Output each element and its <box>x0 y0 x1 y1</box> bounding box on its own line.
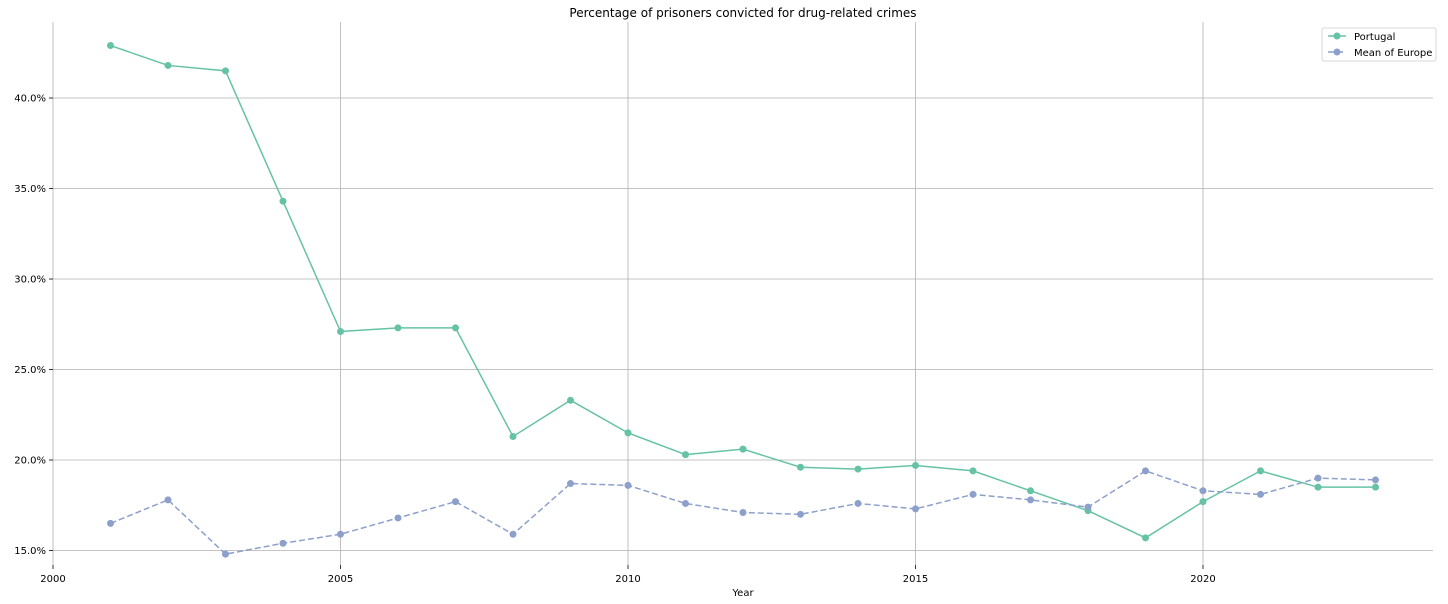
data-point-portugal <box>337 328 344 336</box>
data-point-mean-of-europe <box>164 496 172 504</box>
legend-label-portugal: Portugal <box>1354 32 1395 43</box>
data-point-portugal <box>394 324 402 332</box>
data-point-mean-of-europe <box>1084 503 1092 511</box>
data-point-portugal <box>682 451 689 459</box>
grid <box>52 22 1433 565</box>
legend: Portugal Mean of Europe <box>1321 27 1437 62</box>
legend-label-mean-of-europe: Mean of Europe <box>1354 48 1432 59</box>
series-mean-of-europe <box>107 467 1379 558</box>
data-point-mean-of-europe <box>107 519 114 527</box>
data-point-mean-of-europe <box>452 498 459 506</box>
legend-marker-mean-of-europe <box>1333 48 1341 56</box>
series-portugal <box>107 42 1379 542</box>
data-point-portugal <box>279 197 287 205</box>
data-point-portugal <box>107 42 114 50</box>
series-layer <box>107 42 1379 558</box>
data-point-mean-of-europe <box>337 530 344 538</box>
y-tick-label: 30.0% <box>14 275 46 286</box>
data-point-mean-of-europe <box>739 509 747 517</box>
data-point-portugal <box>1257 467 1264 475</box>
data-point-portugal <box>1372 483 1379 491</box>
x-tick-label: 2005 <box>328 574 353 585</box>
data-point-portugal <box>624 429 632 437</box>
x-tick-label: 2015 <box>903 574 928 585</box>
data-point-portugal <box>509 432 517 440</box>
x-axis-title: Year <box>731 588 754 599</box>
y-tick-label: 15.0% <box>14 546 46 557</box>
y-tick-label: 35.0% <box>14 184 46 195</box>
data-point-mean-of-europe <box>509 530 517 538</box>
data-point-mean-of-europe <box>279 539 287 547</box>
data-point-portugal <box>969 467 977 475</box>
data-point-portugal <box>1142 534 1149 542</box>
data-point-mean-of-europe <box>222 550 229 558</box>
data-point-mean-of-europe <box>1314 474 1322 482</box>
data-point-portugal <box>1027 487 1034 495</box>
data-point-mean-of-europe <box>624 481 632 489</box>
data-point-mean-of-europe <box>682 499 689 507</box>
data-point-portugal <box>222 67 229 75</box>
data-point-portugal <box>739 445 747 453</box>
x-tick-label: 2000 <box>40 574 65 585</box>
data-point-mean-of-europe <box>394 514 402 522</box>
chart-title: Percentage of prisoners convicted for dr… <box>569 6 916 20</box>
x-tick-label: 2020 <box>1190 574 1215 585</box>
data-point-mean-of-europe <box>912 505 919 513</box>
data-point-mean-of-europe <box>1372 476 1379 484</box>
y-tick-label: 25.0% <box>14 365 46 376</box>
data-point-mean-of-europe <box>1199 487 1207 495</box>
legend-marker-portugal <box>1333 32 1341 40</box>
data-point-portugal <box>854 465 862 473</box>
data-point-portugal <box>1314 483 1322 491</box>
data-point-portugal <box>1199 498 1207 506</box>
y-tick-label: 20.0% <box>14 456 46 467</box>
data-point-portugal <box>452 324 459 332</box>
data-point-portugal <box>797 463 804 471</box>
data-point-mean-of-europe <box>797 510 804 518</box>
data-point-mean-of-europe <box>1027 496 1034 504</box>
data-point-portugal <box>567 396 574 404</box>
data-point-portugal <box>912 461 919 469</box>
x-tick-label: 2010 <box>615 574 640 585</box>
y-tick-label: 40.0% <box>14 94 46 105</box>
data-point-mean-of-europe <box>1142 467 1149 475</box>
data-point-mean-of-europe <box>1257 490 1264 498</box>
data-point-portugal <box>164 61 172 69</box>
series-line-portugal <box>110 44 1376 539</box>
data-point-mean-of-europe <box>854 499 862 507</box>
data-point-mean-of-europe <box>969 490 977 498</box>
legend-frame <box>1321 27 1437 62</box>
data-point-mean-of-europe <box>567 480 574 488</box>
axes: 15.0% 20.0% 25.0% 30.0% 35.0% 40.0% 2000 2005 20… <box>14 94 1216 585</box>
